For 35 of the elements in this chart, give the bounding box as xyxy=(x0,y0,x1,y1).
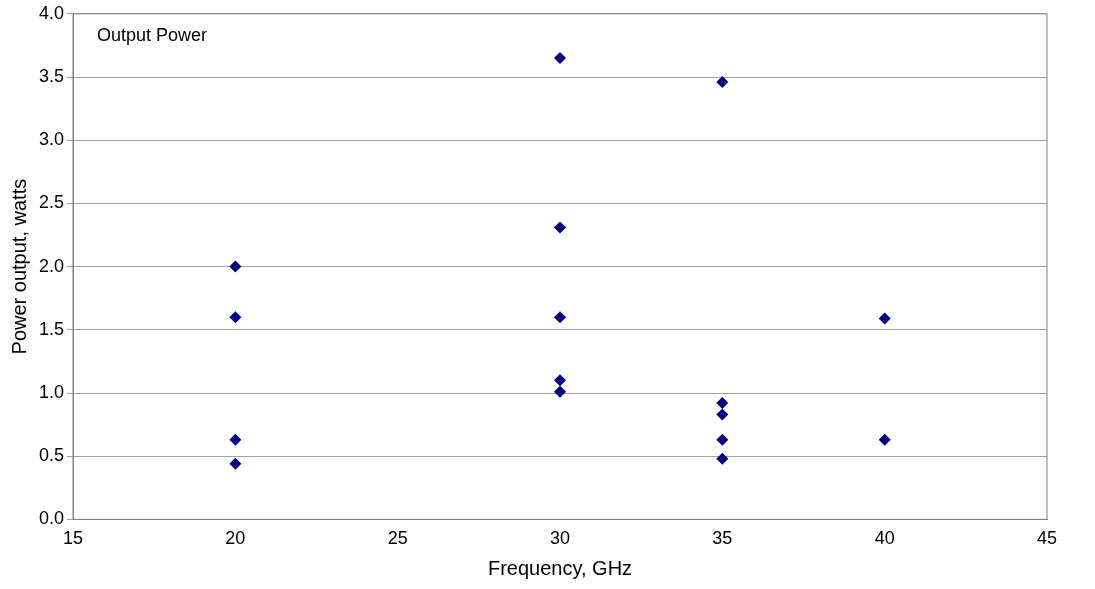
point xyxy=(229,311,242,324)
point xyxy=(554,311,567,324)
x-tick-label: 25 xyxy=(387,528,408,549)
y-tick-label: 0.5 xyxy=(38,445,65,466)
y-axis-title: Power output, watts xyxy=(7,178,30,355)
x-tick-label: 15 xyxy=(63,528,84,549)
y-tick-label: 4.0 xyxy=(38,2,65,23)
point xyxy=(878,312,891,325)
point xyxy=(554,385,567,398)
y-tick-label: 2.5 xyxy=(38,192,65,213)
point xyxy=(554,52,567,65)
point xyxy=(229,433,242,446)
y-tick-label: 3.5 xyxy=(38,65,65,86)
point xyxy=(554,374,567,387)
point xyxy=(878,433,891,446)
x-axis-title: Frequency, GHz xyxy=(487,556,633,579)
point xyxy=(229,260,242,273)
y-tick-label: 2.0 xyxy=(38,255,65,276)
x-tick-label: 30 xyxy=(550,528,571,549)
point xyxy=(716,452,729,465)
x-tick-label: 20 xyxy=(225,528,246,549)
y-tick-label: 3.0 xyxy=(38,129,65,150)
y-tick-label: 1.0 xyxy=(38,381,65,402)
x-tick-label: 35 xyxy=(712,528,733,549)
point xyxy=(716,397,729,410)
point xyxy=(716,408,729,421)
point xyxy=(716,433,729,446)
point xyxy=(229,457,242,470)
y-tick-label: 1.5 xyxy=(38,318,65,339)
y-tick-label: 0.0 xyxy=(38,508,65,529)
x-tick-label: 45 xyxy=(1036,528,1058,549)
point xyxy=(554,221,567,234)
x-tick-label: 40 xyxy=(874,528,895,549)
text: Output Power xyxy=(97,24,208,45)
point xyxy=(716,76,729,89)
